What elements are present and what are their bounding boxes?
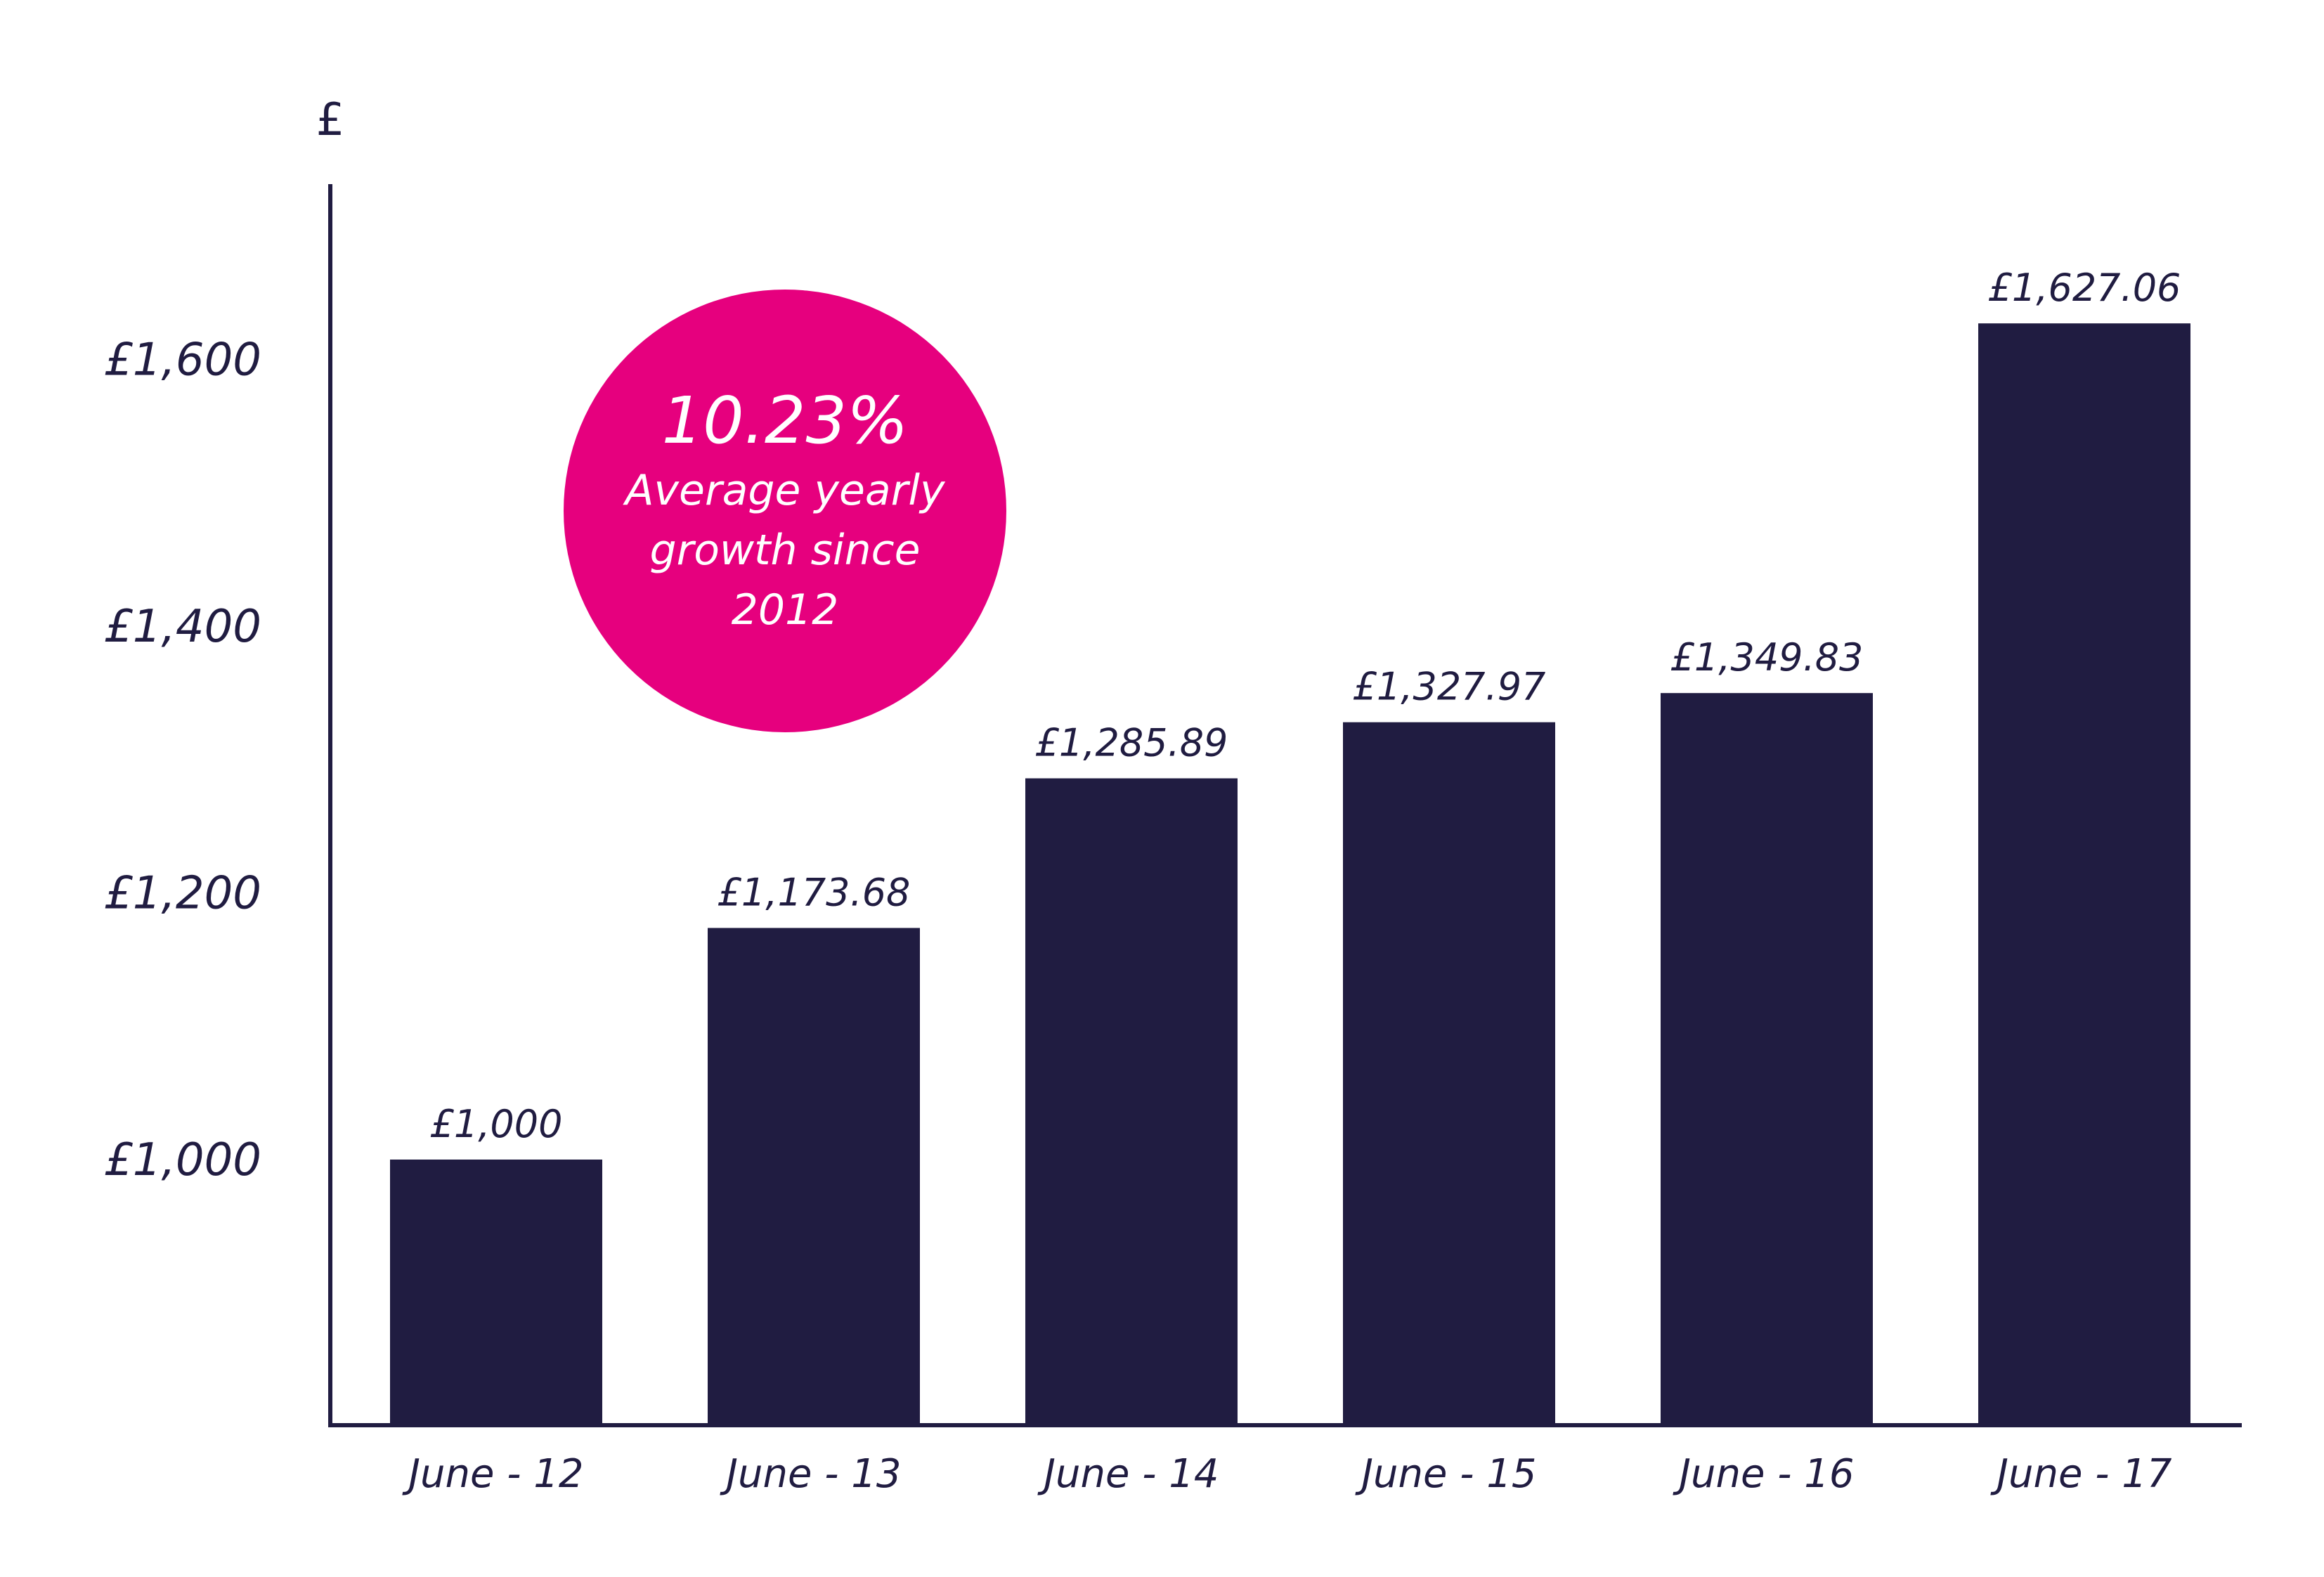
- y-tick-label: £1,400: [104, 601, 261, 653]
- bar: [708, 928, 920, 1425]
- growth-caption-line-2: growth since: [649, 526, 920, 575]
- y-tick-label: £1,200: [104, 868, 261, 920]
- x-tick-label: June - 14: [1037, 1451, 1219, 1497]
- y-tick-label: £1,000: [104, 1134, 261, 1186]
- bar: [1661, 693, 1873, 1426]
- x-tick-label: June - 16: [1672, 1451, 1854, 1497]
- growth-caption-line-3: 2012: [732, 585, 839, 635]
- x-tick-label: June - 12: [401, 1451, 583, 1497]
- value-labels-group: £1,000 £1,173.68 £1,285.89 £1,327.97 £1,349.…: [430, 266, 2181, 1146]
- x-tick-label: June - 17: [1989, 1451, 2172, 1497]
- x-axis-labels: June - 12 June - 13 June - 14 June - 15 June…: [401, 1451, 2172, 1497]
- growth-caption-line-1: Average yearly: [622, 466, 946, 515]
- bar: [1343, 722, 1555, 1425]
- bars-group: [390, 323, 2190, 1426]
- bar: [1025, 778, 1238, 1425]
- bar: [390, 1160, 602, 1425]
- bar-value-label: £1,173.68: [718, 870, 911, 914]
- bar-value-label: £1,627.06: [1988, 266, 2181, 310]
- growth-callout: 10.23% Average yearly growth since 2012: [564, 290, 1006, 732]
- growth-value: 10.23%: [662, 383, 909, 458]
- y-tick-label: £1,600: [104, 335, 261, 387]
- bar: [1978, 323, 2190, 1425]
- x-tick-label: June - 15: [1354, 1451, 1536, 1497]
- bar-value-label: £1,349.83: [1670, 635, 1864, 680]
- bar-value-label: £1,285.89: [1035, 721, 1228, 765]
- y-axis-ticks: £1,000 £1,200 £1,400 £1,600: [104, 335, 261, 1187]
- x-tick-label: June - 13: [719, 1451, 901, 1497]
- y-axis-unit-label: £: [316, 94, 345, 146]
- growth-badge: [564, 290, 1006, 732]
- bar-value-label: £1,000: [430, 1102, 563, 1146]
- bar-value-label: £1,327.97: [1353, 665, 1546, 709]
